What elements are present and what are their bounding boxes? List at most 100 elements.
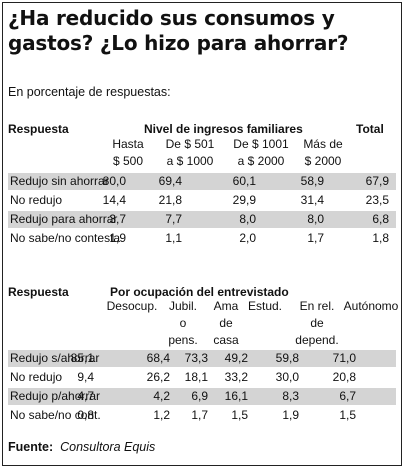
cell-value: 67,9 <box>365 174 389 188</box>
table2-group-header: Por ocupación del entrevistado <box>110 285 289 299</box>
cell-value: 18,1 <box>184 370 208 384</box>
table1-col-4-line2: $ 2000 <box>304 154 342 168</box>
source-name: Consultora Equis <box>60 440 156 454</box>
cell-value: 1,9 <box>109 231 126 245</box>
row-label: Redujo p/ahorrar <box>10 389 101 403</box>
table2-col-5-line2: de <box>310 316 324 330</box>
table2-col-5-line3: depend. <box>295 333 339 347</box>
cell-value: 8,0 <box>239 212 256 226</box>
table2-col-2: Jubil. o pens. <box>160 298 206 349</box>
table1-group-header: Nivel de ingresos familiares <box>144 122 303 136</box>
cell-value: 20,8 <box>332 370 356 384</box>
row-label: Redujo s/ahorrar <box>10 351 100 365</box>
cell-value: 9,4 <box>77 370 94 384</box>
cell-value: 1,5 <box>231 408 248 422</box>
table-row: No redujo 9,4 26,2 18,1 33,2 30,0 20,8 <box>8 369 396 386</box>
cell-value: 58,9 <box>300 174 324 188</box>
cell-value: 6,7 <box>339 389 356 403</box>
table2-response-header: Respuesta <box>8 285 69 299</box>
cell-value: 14,4 <box>102 193 126 207</box>
table1-col-4-line1: Más de <box>303 137 343 151</box>
table1-col-1-line2: $ 500 <box>112 154 144 168</box>
table2-col-2-line1: Jubil. <box>168 299 197 313</box>
cell-value: 2,0 <box>239 231 256 245</box>
table1-col-2-line2: a $ 1000 <box>166 154 214 168</box>
cell-value: 80,0 <box>102 174 126 188</box>
subtitle: En porcentaje de respuestas: <box>8 85 171 99</box>
cell-value: 30,0 <box>275 370 299 384</box>
cell-value: 1,1 <box>165 231 182 245</box>
row-label: No sabe/no contesta <box>10 231 121 245</box>
cell-value: 69,4 <box>158 174 182 188</box>
table2-col-6: Autónomo <box>342 298 400 315</box>
cell-value: 1,8 <box>372 231 389 245</box>
cell-value: 31,4 <box>300 193 324 207</box>
cell-value: 1,7 <box>191 408 208 422</box>
table2-col-1-line1: Desocup. <box>106 299 158 313</box>
cell-value: 23,5 <box>365 193 389 207</box>
table1-col-1-line1: Hasta <box>112 137 144 151</box>
cell-value: 1,5 <box>339 408 356 422</box>
table2-col-4-line1: Estud. <box>247 299 283 313</box>
cell-value: 60,1 <box>232 174 256 188</box>
table-row: Redujo sin ahorrar 80,0 69,4 60,1 58,9 67,9 <box>8 173 396 190</box>
cell-value: 7,7 <box>165 212 182 226</box>
table-row: No redujo 14,4 21,8 29,9 31,4 23,5 <box>8 192 396 209</box>
table1-response-header: Respuesta <box>8 122 69 136</box>
table2-col-6-line1: Autónomo <box>343 299 399 313</box>
cell-value: 1,9 <box>282 408 299 422</box>
cell-value: 33,2 <box>224 370 248 384</box>
row-label: Redujo para ahorrar <box>10 212 118 226</box>
table2-col-1: Desocup. <box>104 298 160 315</box>
cell-value: 85,1 <box>70 351 94 365</box>
cell-value: 49,2 <box>224 351 248 365</box>
table-row: Redujo s/ahorrar 85,1 68,4 73,3 49,2 59,8 71,0 <box>8 350 396 367</box>
cell-value: 1,2 <box>153 408 170 422</box>
cell-value: 59,8 <box>275 351 299 365</box>
cell-value: 1,7 <box>307 231 324 245</box>
table1-total-header: Total <box>356 122 384 136</box>
table1-col-4: Más de $ 2000 <box>296 136 350 170</box>
cell-value: 16,1 <box>224 389 248 403</box>
row-label: No redujo <box>10 370 63 384</box>
table1-col-1: Hasta $ 500 <box>104 136 152 170</box>
cell-value: 8,3 <box>282 389 299 403</box>
table1-col-3: De $ 1001 a $ 2000 <box>226 136 296 170</box>
cell-value: 4,7 <box>77 389 94 403</box>
cell-value: 26,2 <box>146 370 170 384</box>
table2-col-2-line2: o <box>179 316 187 330</box>
cell-value: 71,0 <box>332 351 356 365</box>
table2-col-4: Estud. <box>242 298 288 315</box>
table-row: Redujo para ahorrar 3,7 7,7 8,0 8,0 6,8 <box>8 211 396 228</box>
table2-col-3-line2: de <box>219 316 233 330</box>
cell-value: 8,0 <box>307 212 324 226</box>
cell-value: 73,3 <box>184 351 208 365</box>
table1-col-3-line2: a $ 2000 <box>237 154 285 168</box>
cell-value: 6,9 <box>191 389 208 403</box>
cell-value: 4,2 <box>153 389 170 403</box>
table2-col-5: En rel. de depend. <box>288 298 346 349</box>
article-frame <box>2 2 402 466</box>
row-label: No sabe/no cont. <box>10 408 101 422</box>
table1-col-3-line1: De $ 1001 <box>233 137 289 151</box>
cell-value: 68,4 <box>146 351 170 365</box>
table1-col-2: De $ 501 a $ 1000 <box>158 136 222 170</box>
table2-col-3-line3: casa <box>213 333 239 347</box>
table-row: No sabe/no contesta 1,9 1,1 2,0 1,7 1,8 <box>8 230 396 247</box>
table2-col-3: Ama de casa <box>206 298 246 349</box>
cell-value: 3,7 <box>109 212 126 226</box>
row-label: Redujo sin ahorrar <box>10 174 109 188</box>
row-label: No redujo <box>10 193 63 207</box>
table2-col-3-line1: Ama <box>213 299 239 313</box>
source-label: Fuente: <box>8 440 54 454</box>
table2-col-2-line3: pens. <box>168 333 198 347</box>
table2-col-5-line1: En rel. <box>299 299 335 313</box>
table-row: No sabe/no cont. 0,8 1,2 1,7 1,5 1,9 1,5 <box>8 407 396 424</box>
source-line: Fuente: Consultora Equis <box>8 440 155 454</box>
page-title: ¿Ha reducido sus consumos y gastos? ¿Lo … <box>8 6 349 55</box>
cell-value: 0,8 <box>77 408 94 422</box>
cell-value: 29,9 <box>232 193 256 207</box>
cell-value: 21,8 <box>158 193 182 207</box>
table-row: Redujo p/ahorrar 4,7 4,2 6,9 16,1 8,3 6,7 <box>8 388 396 405</box>
cell-value: 6,8 <box>372 212 389 226</box>
